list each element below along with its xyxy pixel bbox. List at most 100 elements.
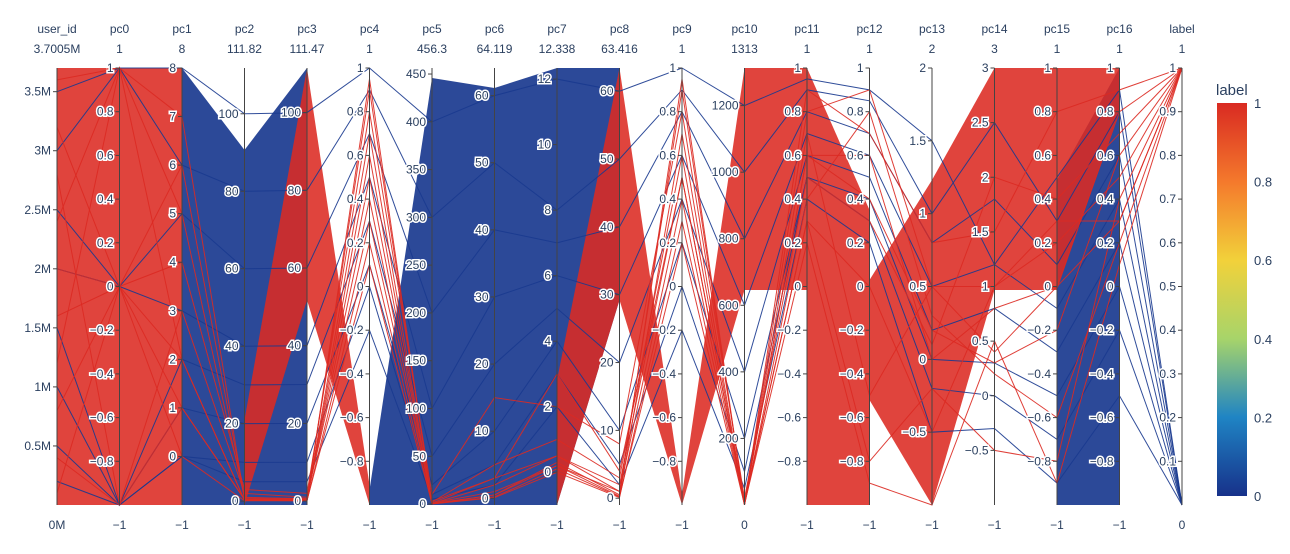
tick-label: −0.2 — [777, 323, 801, 337]
tick-label: 7 — [169, 110, 176, 124]
axis-pc10[interactable]: pc10 1313 0 200 400 600 800 1000 1200 — [710, 22, 758, 532]
tick-label: −0.2 — [1090, 323, 1114, 337]
axis-min-label: −1 — [925, 518, 939, 532]
axis-max-label: 1 — [1116, 42, 1123, 56]
axis-max-label: 3 — [991, 42, 998, 56]
axis-max-label: 1 — [866, 42, 873, 56]
tick-label: 0.8 — [347, 105, 364, 119]
tick-label: −0.5 — [902, 425, 926, 439]
axis-title: pc11 — [794, 22, 819, 36]
tick-label: 0.6 — [1097, 148, 1114, 162]
axis-pc2[interactable]: pc2 111.82 −1 0 20 40 60 80 100 — [217, 22, 262, 532]
axis-pc11[interactable]: pc11 1 −1 −0.8 −0.6 −0.4 −0.2 0 0.2 0.4 0.6 0.8 1 — [776, 22, 820, 532]
tick-label: −0.8 — [1090, 454, 1114, 468]
tick-label: 20 — [225, 417, 239, 431]
tick-label: 200 — [718, 431, 738, 445]
tick-label: 0.3 — [1159, 367, 1176, 381]
tick-label: 1.5M — [24, 321, 51, 335]
tick-label: 0.4 — [1034, 192, 1051, 206]
axis-max-label: 111.47 — [290, 42, 325, 56]
tick-label: 2 — [169, 352, 176, 366]
tick-label: 10 — [475, 424, 489, 438]
tick-label: 0.6 — [784, 148, 801, 162]
tick-label: 0.8 — [784, 105, 801, 119]
tick-label: 2M — [34, 262, 51, 276]
tick-label: 0 — [482, 491, 489, 505]
tick-label: 0 — [607, 491, 614, 505]
density-band — [994, 68, 1057, 290]
axis-pc16[interactable]: pc16 1 −1 −0.8 −0.6 −0.4 −0.2 0 0.2 0.4 0.6 0.8 1 — [1088, 22, 1133, 532]
axis-max-label: 1 — [366, 42, 373, 56]
axis-min-label: −1 — [988, 518, 1002, 532]
axis-min-label: −1 — [800, 518, 814, 532]
tick-label: −0.2 — [1027, 323, 1051, 337]
tick-label: 30 — [475, 290, 489, 304]
density-band — [244, 68, 307, 505]
tick-label: 1 — [1044, 61, 1051, 75]
axis-pc3[interactable]: pc3 111.47 −1 0 20 40 60 80 100 — [279, 22, 325, 532]
axis-min-label: −1 — [238, 518, 252, 532]
axis-pc14[interactable]: pc14 3 −1 −0.5 0 0.5 1 1.5 2 2.5 3 — [963, 22, 1008, 532]
tick-label: 0.5M — [24, 439, 51, 453]
axis-user_id[interactable]: user_id 3.7005M 0M 0.5M 1M 1.5M 2M 2.5M 3M 3.5M — [23, 22, 81, 532]
tick-label: 0 — [294, 494, 301, 508]
tick-label: 0.9 — [1159, 105, 1176, 119]
axis-max-label: 63.416 — [601, 42, 638, 56]
axis-pc12[interactable]: pc12 1 −1 −0.8 −0.6 −0.4 −0.2 0 0.2 0.4 0.6 0.8 1 — [838, 22, 883, 532]
colorbar-tick-label: 0.8 — [1254, 175, 1272, 190]
tick-label: 1.5 — [972, 225, 989, 239]
tick-label: 0.2 — [1159, 411, 1176, 425]
axis-pc5[interactable]: pc5 456.3 −1 0 50 100 150 200 250 300 350 400 450 — [404, 22, 447, 532]
axis-label[interactable]: label 1 0 0.1 0.2 0.3 0.4 0.5 0.6 0.7 0.8 0.9 1 — [1158, 22, 1195, 532]
axis-title: label — [1169, 22, 1194, 36]
axis-min-label: −1 — [488, 518, 502, 532]
axis-min-label: −1 — [550, 518, 564, 532]
axis-pc13[interactable]: pc13 2 −1 −0.5 0 0.5 1 1.5 2 — [901, 22, 946, 532]
tick-label: 0.2 — [347, 236, 364, 250]
axis-min-label: −1 — [300, 518, 314, 532]
axis-min-label: −1 — [863, 518, 877, 532]
axis-pc6[interactable]: pc6 64.119 −1 0 10 20 30 40 50 60 — [474, 22, 513, 532]
axis-pc9[interactable]: pc9 1 −1 −0.8 −0.6 −0.4 −0.2 0 0.2 0.4 0.6 0.8 1 — [651, 22, 692, 532]
tick-label: 50 — [475, 156, 489, 170]
tick-label: 0 — [794, 280, 801, 294]
tick-label: 0 — [232, 494, 239, 508]
tick-label: 0.8 — [1034, 105, 1051, 119]
tick-label: 1 — [669, 61, 676, 75]
axis-pc15[interactable]: pc15 1 −1 −0.8 −0.6 −0.4 −0.2 0 0.2 0.4 0.6 0.8 1 — [1026, 22, 1071, 532]
tick-label: 3 — [982, 61, 989, 75]
axis-title: pc4 — [360, 22, 380, 36]
tick-label: 60 — [600, 84, 614, 98]
axis-min-label: 0M — [49, 518, 66, 532]
tick-label: 1 — [794, 61, 801, 75]
axis-title: pc5 — [422, 22, 442, 36]
axis-title: pc13 — [919, 22, 945, 36]
tick-label: −0.6 — [340, 411, 364, 425]
axis-min-label: −1 — [363, 518, 377, 532]
axis-title: pc7 — [547, 22, 567, 36]
axis-title: pc10 — [731, 22, 757, 36]
tick-label: −0.5 — [965, 443, 989, 457]
colorbar-tick-label: 1 — [1254, 96, 1261, 111]
axis-pc0[interactable]: pc0 1 −1 −0.8 −0.6 −0.4 −0.2 0 0.2 0.4 0.6 0.8 1 — [88, 22, 130, 532]
tick-label: −0.6 — [1027, 411, 1051, 425]
axis-pc8[interactable]: pc8 63.416 −1 0 10 20 30 40 50 60 — [599, 22, 639, 532]
tick-label: 1 — [107, 61, 114, 75]
tick-label: 80 — [225, 184, 239, 198]
axis-min-label: −1 — [613, 518, 627, 532]
tick-label: 350 — [406, 163, 426, 177]
axis-max-label: 456.3 — [417, 42, 447, 56]
tick-label: 12 — [538, 72, 552, 86]
density-band — [869, 180, 932, 505]
axis-min-label: −1 — [675, 518, 689, 532]
tick-label: −0.8 — [90, 454, 114, 468]
colorbar-tick-label: 0.2 — [1254, 410, 1272, 425]
axis-title: pc15 — [1044, 22, 1070, 36]
axis-pc7[interactable]: pc7 12.338 −1 0 2 4 6 8 10 12 — [536, 22, 576, 532]
axis-max-label: 1 — [1054, 42, 1061, 56]
tick-label: 1 — [982, 280, 989, 294]
axis-pc1[interactable]: pc1 8 −1 0 1 2 3 4 5 6 7 8 — [168, 22, 192, 532]
tick-label: 0.4 — [1097, 192, 1114, 206]
axis-max-label: 1 — [116, 42, 123, 56]
axis-pc4[interactable]: pc4 1 −1 −0.8 −0.6 −0.4 −0.2 0 0.2 0.4 0.6 0.8 1 — [338, 22, 380, 532]
